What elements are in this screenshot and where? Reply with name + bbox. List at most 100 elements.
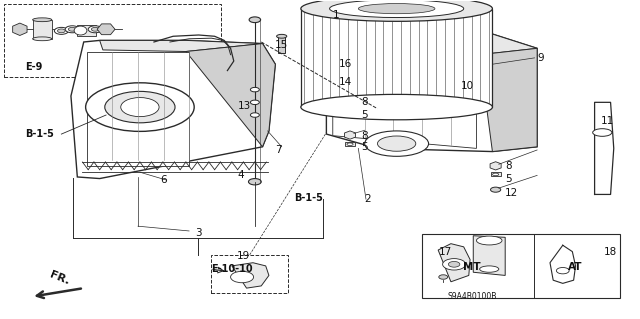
Ellipse shape — [332, 64, 340, 67]
Text: 8: 8 — [362, 97, 368, 107]
Ellipse shape — [348, 83, 397, 103]
Text: 17: 17 — [439, 247, 452, 256]
Ellipse shape — [493, 173, 499, 176]
Text: S9A4B0100B: S9A4B0100B — [448, 292, 497, 301]
Polygon shape — [186, 44, 275, 147]
Ellipse shape — [121, 98, 159, 117]
Ellipse shape — [347, 143, 353, 145]
Polygon shape — [345, 110, 355, 114]
Ellipse shape — [33, 37, 52, 41]
Polygon shape — [378, 58, 467, 109]
Ellipse shape — [249, 17, 260, 23]
Ellipse shape — [331, 74, 341, 79]
Text: 5: 5 — [362, 110, 368, 120]
Polygon shape — [344, 131, 356, 139]
Polygon shape — [301, 9, 492, 107]
Polygon shape — [326, 31, 537, 152]
Text: 14: 14 — [339, 77, 353, 87]
Text: 1: 1 — [333, 10, 339, 20]
Ellipse shape — [593, 129, 612, 136]
Ellipse shape — [449, 262, 460, 267]
Ellipse shape — [248, 179, 261, 185]
Text: 5: 5 — [505, 174, 512, 183]
Text: B-1-5: B-1-5 — [294, 193, 323, 203]
Ellipse shape — [33, 18, 52, 22]
Polygon shape — [473, 236, 505, 275]
Ellipse shape — [230, 271, 253, 283]
Text: 15: 15 — [275, 40, 289, 50]
Ellipse shape — [301, 0, 492, 21]
Text: 4: 4 — [237, 170, 244, 180]
Text: 8: 8 — [362, 131, 368, 141]
Text: 5: 5 — [362, 142, 368, 152]
Ellipse shape — [317, 12, 329, 18]
Ellipse shape — [365, 131, 429, 156]
Text: 18: 18 — [604, 247, 618, 256]
Polygon shape — [333, 42, 476, 148]
Ellipse shape — [358, 4, 435, 14]
Polygon shape — [100, 41, 262, 51]
Ellipse shape — [250, 100, 259, 105]
Text: 9: 9 — [537, 53, 544, 63]
Ellipse shape — [65, 26, 79, 33]
Bar — [422, 234, 620, 298]
Polygon shape — [344, 98, 356, 107]
Text: E-9: E-9 — [25, 63, 42, 72]
Ellipse shape — [301, 94, 492, 120]
Ellipse shape — [347, 111, 353, 113]
Ellipse shape — [556, 268, 569, 274]
Text: 3: 3 — [195, 227, 202, 238]
Ellipse shape — [330, 0, 464, 18]
Polygon shape — [71, 41, 275, 179]
Ellipse shape — [276, 34, 287, 38]
Polygon shape — [479, 48, 537, 152]
Polygon shape — [278, 37, 285, 53]
Text: AT: AT — [568, 263, 582, 272]
Polygon shape — [77, 25, 97, 36]
Ellipse shape — [333, 76, 412, 109]
Ellipse shape — [250, 113, 259, 117]
Ellipse shape — [86, 83, 194, 131]
Polygon shape — [97, 24, 115, 35]
Ellipse shape — [378, 136, 416, 151]
Polygon shape — [33, 20, 52, 39]
Text: FR.: FR. — [48, 270, 71, 286]
Ellipse shape — [105, 91, 175, 123]
Ellipse shape — [490, 187, 500, 192]
Text: 10: 10 — [461, 81, 474, 92]
Text: 13: 13 — [238, 100, 252, 110]
Text: 16: 16 — [339, 59, 353, 69]
Bar — [4, 4, 221, 77]
Ellipse shape — [54, 27, 68, 34]
Polygon shape — [330, 63, 342, 68]
Text: 12: 12 — [505, 188, 518, 198]
Ellipse shape — [68, 27, 76, 31]
Polygon shape — [490, 162, 501, 170]
Ellipse shape — [479, 266, 499, 272]
Text: 6: 6 — [160, 175, 167, 185]
Polygon shape — [13, 23, 27, 35]
Ellipse shape — [88, 26, 102, 33]
Text: 2: 2 — [365, 194, 371, 204]
Text: 7: 7 — [275, 145, 282, 155]
Polygon shape — [326, 31, 537, 55]
Ellipse shape — [58, 29, 65, 33]
Text: B-1-5: B-1-5 — [25, 129, 54, 139]
Polygon shape — [87, 51, 189, 166]
Text: MT: MT — [463, 263, 481, 272]
Polygon shape — [345, 142, 355, 146]
Text: E-10-10: E-10-10 — [211, 264, 253, 274]
Polygon shape — [232, 263, 269, 288]
Ellipse shape — [74, 26, 87, 35]
Ellipse shape — [250, 87, 259, 92]
Text: 8: 8 — [505, 161, 512, 171]
Ellipse shape — [476, 236, 502, 245]
Ellipse shape — [443, 259, 466, 270]
Polygon shape — [438, 244, 470, 282]
Ellipse shape — [439, 275, 448, 279]
Ellipse shape — [92, 27, 99, 31]
Polygon shape — [490, 172, 500, 176]
Text: 11: 11 — [601, 116, 614, 126]
Text: 19: 19 — [237, 251, 250, 261]
Bar — [211, 255, 288, 293]
